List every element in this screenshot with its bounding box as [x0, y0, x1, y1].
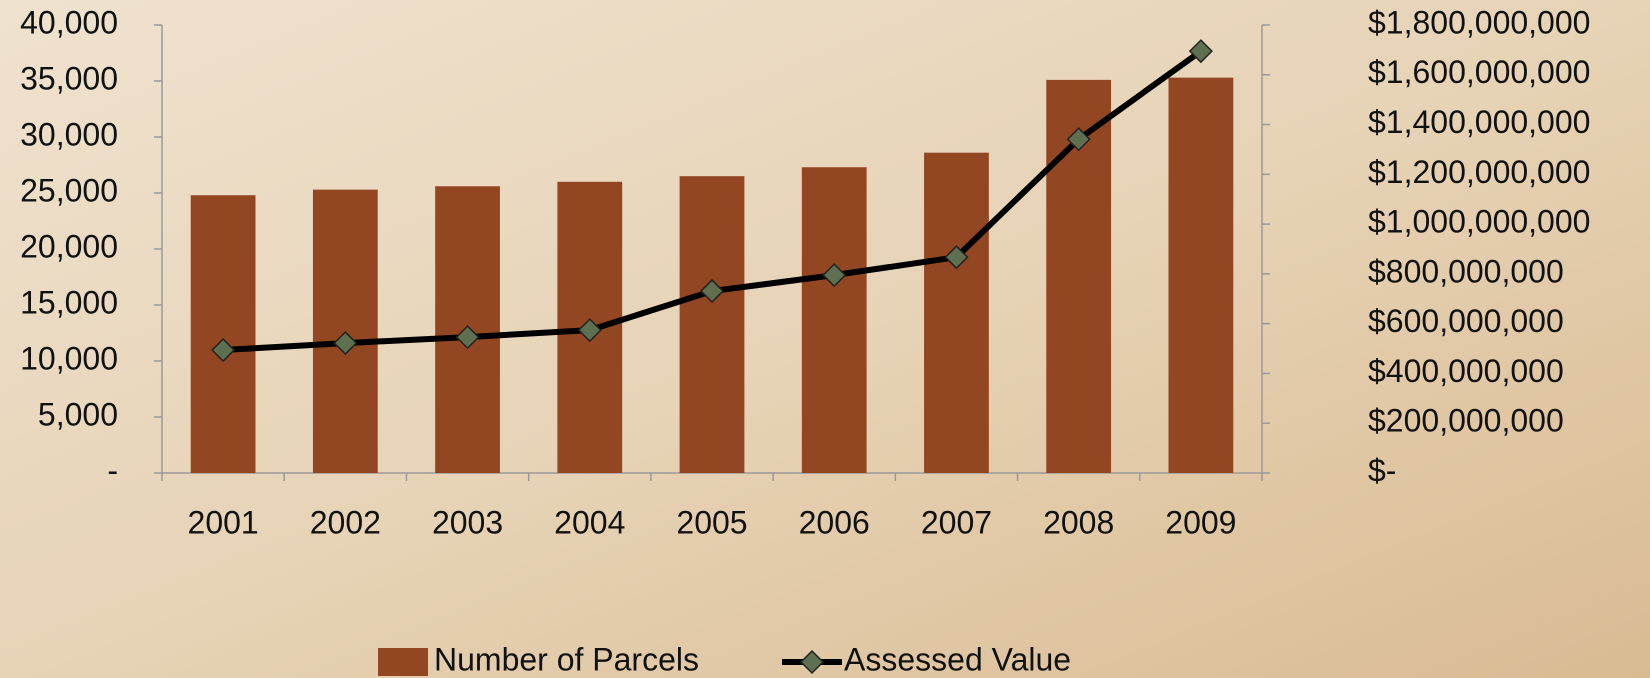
y2-tick-label: $1,400,000,000 — [1368, 104, 1590, 140]
y-tick-label: 15,000 — [20, 284, 118, 320]
x-tick-label: 2001 — [188, 504, 259, 540]
x-tick-label: 2007 — [921, 504, 992, 540]
line-marker — [1066, 127, 1091, 152]
line-marker — [822, 263, 847, 288]
legend-label: Assessed Value — [844, 641, 1071, 677]
y2-tick-label: $1,600,000,000 — [1368, 54, 1590, 90]
y-tick-label: 30,000 — [20, 116, 118, 152]
line-marker — [333, 331, 358, 356]
y2-tick-label: $200,000,000 — [1368, 403, 1564, 439]
bar — [1168, 77, 1234, 473]
y2-tick-label: $1,200,000,000 — [1368, 154, 1590, 190]
y-tick-label: 20,000 — [20, 228, 118, 264]
x-tick-label: 2005 — [676, 504, 747, 540]
line-marker — [1188, 39, 1213, 64]
y2-tick-label: $1,800,000,000 — [1368, 4, 1590, 40]
x-tick-label: 2008 — [1043, 504, 1114, 540]
bar — [801, 167, 867, 474]
y-tick-label: 40,000 — [20, 4, 118, 40]
x-tick-label: 2004 — [554, 504, 625, 540]
legend-swatch — [378, 648, 428, 676]
legend-swatch — [799, 649, 825, 675]
bar — [190, 195, 256, 474]
y2-tick-label: $800,000,000 — [1368, 253, 1564, 289]
y2-tick-label: $600,000,000 — [1368, 303, 1564, 339]
legend-label: Number of Parcels — [434, 641, 699, 677]
line-marker — [577, 318, 602, 343]
y-tick-label: 10,000 — [20, 340, 118, 376]
bar — [679, 176, 745, 473]
line-marker — [455, 325, 480, 350]
y-tick-label: - — [107, 452, 118, 488]
x-tick-label: 2002 — [310, 504, 381, 540]
y-tick-label: 35,000 — [20, 60, 118, 96]
y2-tick-label: $400,000,000 — [1368, 353, 1564, 389]
line-marker — [211, 337, 236, 363]
x-tick-label: 2006 — [799, 504, 870, 540]
line-marker — [944, 245, 969, 270]
bar — [924, 152, 989, 473]
x-tick-label: 2003 — [432, 504, 503, 540]
x-tick-label: 2009 — [1165, 504, 1236, 540]
y2-tick-label: $1,000,000,000 — [1368, 204, 1590, 240]
y-tick-label: 25,000 — [20, 172, 118, 208]
y2-tick-label: $- — [1368, 452, 1396, 488]
line-marker — [699, 279, 725, 304]
y-tick-label: 5,000 — [38, 396, 118, 432]
